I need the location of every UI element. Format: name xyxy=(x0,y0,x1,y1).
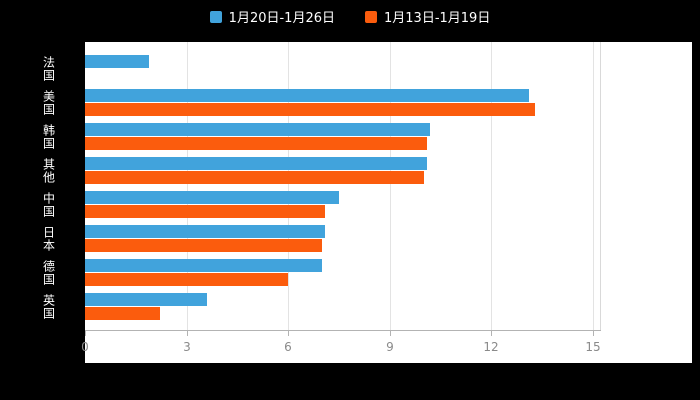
x-tick-label: 6 xyxy=(284,340,292,354)
bar-英国-series1 xyxy=(85,293,207,306)
x-tick-label: 15 xyxy=(585,340,601,354)
bar-德国-series2 xyxy=(85,273,289,286)
axis-tick xyxy=(85,331,86,336)
bar-英国-series2 xyxy=(85,307,160,320)
gridline xyxy=(593,42,594,331)
bar-中国-series2 xyxy=(85,205,326,218)
plot-right-border xyxy=(600,42,601,331)
axis-tick xyxy=(491,331,492,336)
bar-美国-series1 xyxy=(85,89,529,102)
y-axis-label-德国: 德国 xyxy=(41,260,56,286)
bar-美国-series2 xyxy=(85,103,536,116)
gridline xyxy=(288,42,289,331)
bar-韩国-series2 xyxy=(85,137,428,150)
bar-韩国-series1 xyxy=(85,123,431,136)
legend-item-label: 1月20日-1月26日 xyxy=(228,11,335,26)
axis-tick xyxy=(390,331,391,336)
y-axis-label-中国: 中国 xyxy=(41,192,56,218)
x-tick-label: 3 xyxy=(183,340,191,354)
gridline xyxy=(187,42,188,331)
plot-area: 0 3 6 9 12 15 xyxy=(81,42,692,363)
gridline xyxy=(491,42,492,331)
y-axis-label-日本: 日本 xyxy=(41,226,56,252)
y-axis-label-法国: 法国 xyxy=(41,56,56,82)
bar-其他-series2 xyxy=(85,171,424,184)
gridline xyxy=(390,42,391,331)
x-tick-label: 12 xyxy=(483,340,499,354)
legend-item-label: 1月13日-1月19日 xyxy=(384,11,491,26)
axis-tick xyxy=(187,331,188,336)
bar-中国-series1 xyxy=(85,191,339,204)
bar-其他-series1 xyxy=(85,157,428,170)
legend-marker-icon xyxy=(365,10,377,23)
y-axis-label-英国: 英国 xyxy=(41,294,56,320)
bar-日本-series1 xyxy=(85,225,326,238)
y-axis-label-韩国: 韩国 xyxy=(41,124,56,150)
legend-item[interactable]: 1月20日-1月26日 xyxy=(209,7,335,26)
legend: 1月20日-1月26日 1月13日-1月19日 xyxy=(0,7,700,26)
x-tick-label: 9 xyxy=(386,340,394,354)
bar-日本-series2 xyxy=(85,239,323,252)
axis-tick xyxy=(593,331,594,336)
x-axis-line xyxy=(85,330,601,331)
bar-法国-series1 xyxy=(85,55,150,68)
y-axis-label-其他: 其他 xyxy=(41,158,56,184)
y-axis-labels: 法国美国韩国其他中国日本德国英国 xyxy=(0,0,85,400)
legend-item[interactable]: 1月13日-1月19日 xyxy=(365,7,490,26)
x-tick-label: 0 xyxy=(81,340,89,354)
legend-marker-icon xyxy=(209,10,222,23)
y-axis-label-美国: 美国 xyxy=(41,90,56,116)
axis-tick xyxy=(288,331,289,336)
bar-德国-series1 xyxy=(85,259,323,272)
